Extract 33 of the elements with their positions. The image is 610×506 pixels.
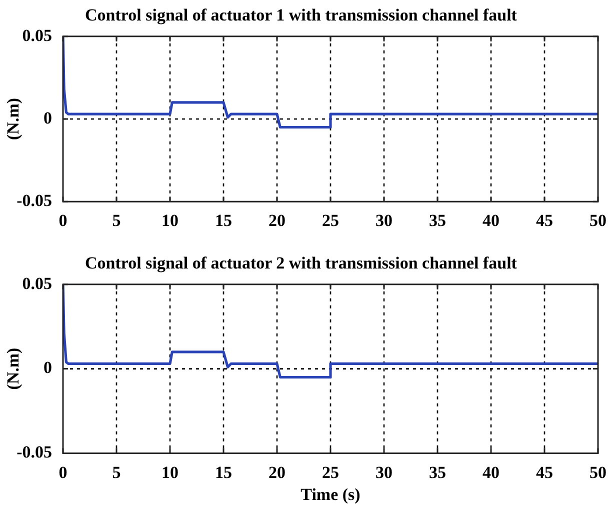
x-tick-label: 40	[482, 462, 500, 482]
y-tick-label: -0.05	[16, 190, 52, 210]
x-tick-label: 35	[429, 211, 446, 230]
x-tick-label: 5	[112, 462, 121, 482]
x-tick-label: 10	[162, 462, 178, 482]
y-tick-label: 0	[44, 358, 52, 378]
y-tick-label: 0.05	[22, 274, 52, 293]
x-tick-label: 20	[268, 211, 286, 230]
chart-title: Control signal of actuator 1 with transmission channel fault	[85, 6, 518, 25]
x-tick-label: 25	[322, 211, 339, 230]
x-tick-label: 45	[536, 462, 553, 482]
x-tick-label: 35	[429, 462, 446, 482]
x-tick-label: 50	[590, 462, 606, 482]
x-tick-label: 30	[376, 211, 392, 230]
y-tick-label: 0	[44, 108, 52, 128]
y-tick-label: -0.05	[16, 442, 52, 462]
x-tick-label: 50	[590, 211, 606, 230]
x-tick-label: 15	[215, 462, 232, 482]
y-tick-label: 0.05	[22, 26, 52, 45]
x-tick-label: 10	[162, 211, 178, 230]
x-axis-title: Time (s)	[300, 485, 360, 504]
x-tick-label: 0	[58, 211, 68, 230]
y-axis-title: (N.m)	[4, 98, 23, 140]
chart-title: Control signal of actuator 2 with transmission channel fault	[85, 254, 518, 273]
y-axis-title: (N.m)	[4, 348, 23, 390]
x-tick-label: 5	[112, 211, 121, 230]
x-tick-label: 0	[58, 462, 68, 482]
x-tick-label: 40	[482, 211, 500, 230]
x-tick-label: 20	[268, 462, 286, 482]
x-tick-label: 30	[376, 462, 392, 482]
x-tick-label: 15	[215, 211, 232, 230]
x-tick-label: 45	[536, 211, 553, 230]
x-tick-label: 25	[322, 462, 339, 482]
